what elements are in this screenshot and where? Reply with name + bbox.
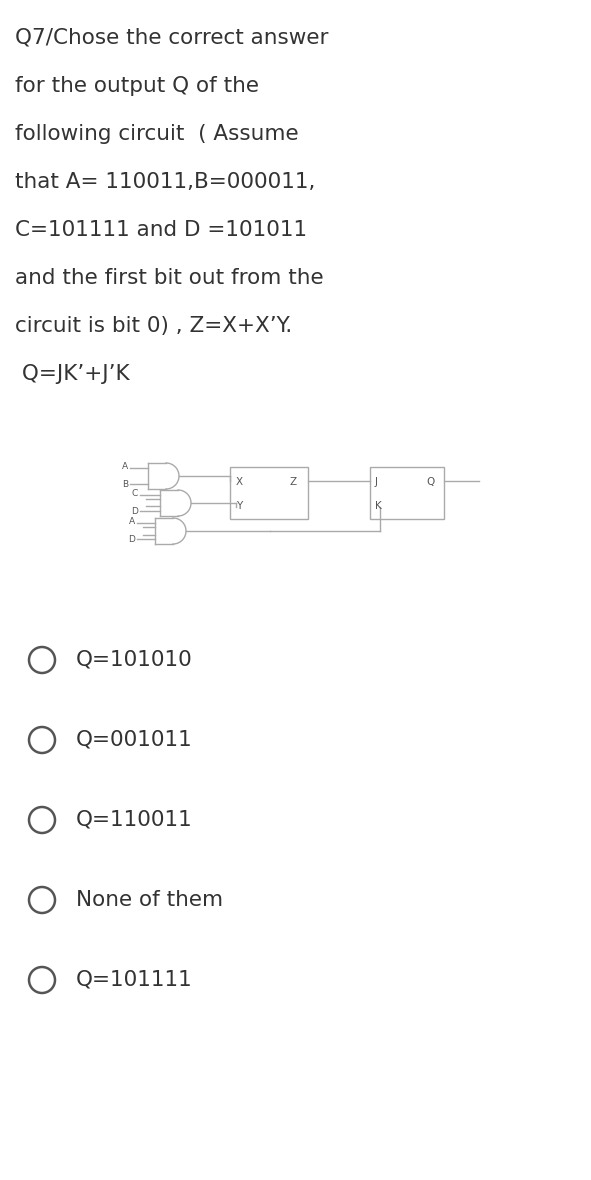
Text: X: X	[236, 477, 243, 487]
Text: C=101111 and D =101011: C=101111 and D =101011	[15, 219, 307, 240]
FancyBboxPatch shape	[370, 467, 444, 519]
Text: K: K	[375, 502, 382, 511]
Text: A: A	[129, 517, 135, 526]
Text: C: C	[132, 489, 138, 498]
Text: following circuit  ( Assume: following circuit ( Assume	[15, 124, 298, 144]
FancyBboxPatch shape	[230, 467, 308, 519]
Text: Q=110011: Q=110011	[76, 809, 193, 830]
Text: Q7/Chose the correct answer: Q7/Chose the correct answer	[15, 28, 329, 48]
Text: Q: Q	[426, 477, 434, 487]
Text: Q=101111: Q=101111	[76, 970, 193, 990]
Text: J: J	[375, 477, 378, 487]
Text: D: D	[131, 507, 138, 516]
Text: Y: Y	[236, 502, 242, 511]
Text: A: A	[122, 463, 128, 471]
Text: Q=101010: Q=101010	[76, 650, 193, 670]
Text: Q=001011: Q=001011	[76, 730, 193, 750]
Text: Z: Z	[290, 477, 297, 487]
Text: Q=JK’+J’K: Q=JK’+J’K	[15, 363, 129, 384]
Text: and the first bit out from the: and the first bit out from the	[15, 268, 324, 288]
Text: D: D	[128, 535, 135, 544]
Text: circuit is bit 0) , Z=X+X’Y.: circuit is bit 0) , Z=X+X’Y.	[15, 316, 293, 336]
Text: for the output Q of the: for the output Q of the	[15, 76, 259, 96]
Text: B: B	[122, 480, 128, 489]
Text: None of them: None of them	[76, 890, 223, 910]
Text: that A= 110011,B=000011,: that A= 110011,B=000011,	[15, 172, 316, 192]
